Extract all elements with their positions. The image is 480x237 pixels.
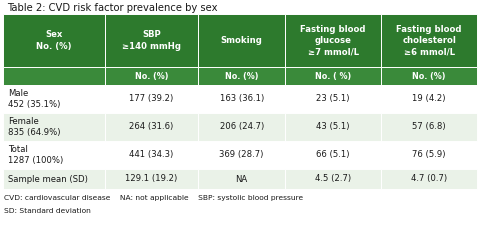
Text: 43 (5.1): 43 (5.1) xyxy=(316,123,350,132)
Text: Smoking: Smoking xyxy=(221,36,263,45)
Text: No. (%): No. (%) xyxy=(225,72,258,81)
Text: 23 (5.1): 23 (5.1) xyxy=(316,95,350,104)
Text: 129.1 (19.2): 129.1 (19.2) xyxy=(125,174,178,183)
Bar xyxy=(105,85,198,113)
Bar xyxy=(381,67,477,85)
Text: SBP
≥140 mmHg: SBP ≥140 mmHg xyxy=(122,30,181,50)
Bar xyxy=(105,14,198,67)
Bar xyxy=(198,113,285,141)
Bar xyxy=(3,67,105,85)
Text: No. ( %): No. ( %) xyxy=(315,72,351,81)
Text: Fasting blood
glucose
≥7 mmol/L: Fasting blood glucose ≥7 mmol/L xyxy=(300,25,366,56)
Text: 4.5 (2.7): 4.5 (2.7) xyxy=(315,174,351,183)
Text: No. (%): No. (%) xyxy=(135,72,168,81)
Bar xyxy=(105,67,198,85)
Text: Female
835 (64.9%): Female 835 (64.9%) xyxy=(8,117,60,137)
Bar xyxy=(381,14,477,67)
Bar xyxy=(381,85,477,113)
Bar xyxy=(285,67,381,85)
Bar xyxy=(3,113,105,141)
Text: 66 (5.1): 66 (5.1) xyxy=(316,150,350,160)
Text: 441 (34.3): 441 (34.3) xyxy=(130,150,174,160)
Text: 19 (4.2): 19 (4.2) xyxy=(412,95,446,104)
Text: 177 (39.2): 177 (39.2) xyxy=(130,95,174,104)
Bar xyxy=(198,14,285,67)
Bar xyxy=(381,169,477,189)
Bar xyxy=(285,141,381,169)
Bar xyxy=(381,141,477,169)
Bar xyxy=(105,141,198,169)
Text: Sex
No. (%): Sex No. (%) xyxy=(36,30,72,50)
Text: 264 (31.6): 264 (31.6) xyxy=(130,123,174,132)
Text: Total
1287 (100%): Total 1287 (100%) xyxy=(8,145,63,165)
Bar xyxy=(3,169,105,189)
Text: 163 (36.1): 163 (36.1) xyxy=(219,95,264,104)
Bar xyxy=(285,169,381,189)
Bar xyxy=(381,113,477,141)
Text: 369 (28.7): 369 (28.7) xyxy=(219,150,264,160)
Text: SD: Standard deviation: SD: Standard deviation xyxy=(4,208,91,214)
Text: CVD: cardiovascular disease    NA: not applicable    SBP: systolic blood pressur: CVD: cardiovascular disease NA: not appl… xyxy=(4,195,303,201)
Bar xyxy=(198,141,285,169)
Bar xyxy=(3,141,105,169)
Bar xyxy=(3,14,105,67)
Text: Male
452 (35.1%): Male 452 (35.1%) xyxy=(8,89,60,109)
Bar xyxy=(285,113,381,141)
Text: Fasting blood
cholesterol
≥6 mmol/L: Fasting blood cholesterol ≥6 mmol/L xyxy=(396,25,462,56)
Bar xyxy=(105,169,198,189)
Bar xyxy=(3,85,105,113)
Text: 4.7 (0.7): 4.7 (0.7) xyxy=(411,174,447,183)
Bar xyxy=(198,85,285,113)
Text: Sample mean (SD): Sample mean (SD) xyxy=(8,174,88,183)
Bar xyxy=(198,67,285,85)
Text: 57 (6.8): 57 (6.8) xyxy=(412,123,446,132)
Bar xyxy=(105,113,198,141)
Bar xyxy=(198,169,285,189)
Text: No. (%): No. (%) xyxy=(412,72,446,81)
Bar xyxy=(285,85,381,113)
Text: 206 (24.7): 206 (24.7) xyxy=(219,123,264,132)
Text: NA: NA xyxy=(236,174,248,183)
Text: Table 2: CVD risk factor prevalence by sex: Table 2: CVD risk factor prevalence by s… xyxy=(7,3,217,13)
Text: 76 (5.9): 76 (5.9) xyxy=(412,150,446,160)
Bar xyxy=(285,14,381,67)
